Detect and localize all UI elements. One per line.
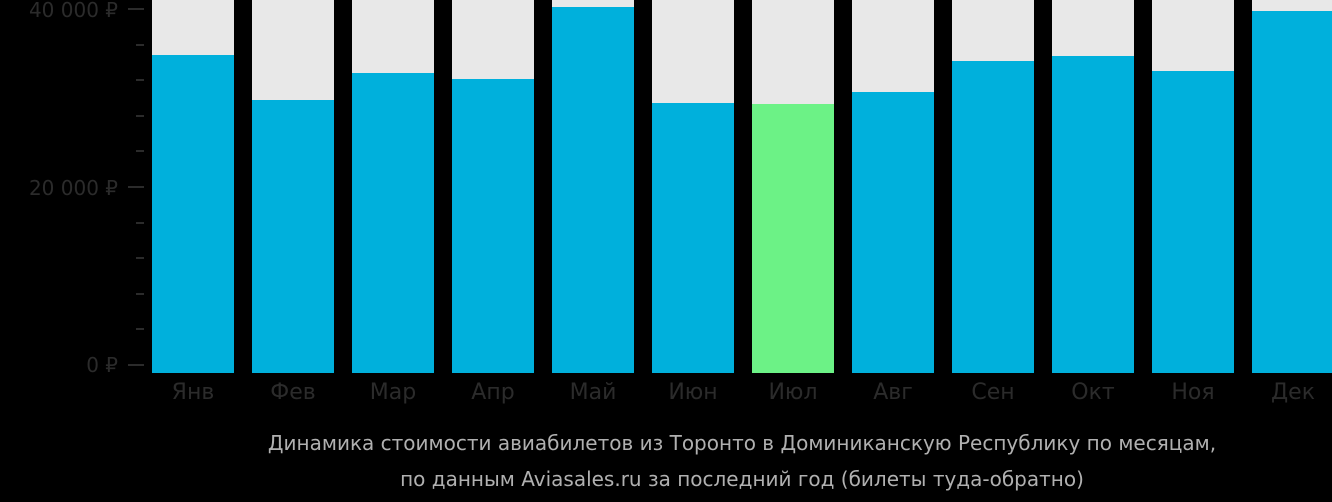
bar-Фев[interactable] <box>252 0 334 373</box>
bar-Июн[interactable] <box>652 0 734 373</box>
y-label-40000: 40 000 ₽ <box>28 0 118 22</box>
bar-Янв[interactable] <box>152 0 234 373</box>
y-tick <box>136 328 144 331</box>
bar-value-fill <box>152 55 234 373</box>
bar-value-fill <box>652 103 734 373</box>
x-label: Мар <box>369 380 417 405</box>
bar-Июл[interactable] <box>752 0 834 373</box>
bar-Мар[interactable] <box>352 0 434 373</box>
bar-value-fill <box>852 91 934 373</box>
bar-value-fill <box>1152 71 1234 373</box>
bar-Май[interactable] <box>552 0 634 373</box>
bar-Окт[interactable] <box>1052 0 1134 373</box>
x-label: Фев <box>270 380 316 405</box>
y-tick <box>128 186 144 188</box>
bar-value-fill <box>252 99 334 373</box>
x-label: Окт <box>1071 380 1115 405</box>
y-label-0: 0 ₽ <box>86 353 118 377</box>
x-label: Янв <box>171 380 215 405</box>
bar-value-fill <box>552 7 634 373</box>
bar-value-fill <box>452 79 534 373</box>
bar-Сен[interactable] <box>952 0 1034 373</box>
x-label: Авг <box>873 380 913 405</box>
bar-value-fill <box>752 104 834 373</box>
y-tick <box>128 364 144 366</box>
y-tick <box>136 292 144 295</box>
x-label: Июл <box>768 380 818 405</box>
y-tick <box>136 43 144 46</box>
x-label: Июн <box>668 380 718 405</box>
y-label-20000: 20 000 ₽ <box>28 176 118 200</box>
x-label: Сен <box>971 380 1015 405</box>
bar-value-fill <box>1252 10 1332 373</box>
bar-Дек[interactable] <box>1252 0 1332 373</box>
x-label: Дек <box>1270 380 1315 405</box>
x-label: Апр <box>471 380 515 405</box>
caption-line-1: Динамика стоимости авиабилетов из Торонт… <box>267 431 1217 455</box>
y-tick <box>136 150 144 153</box>
y-tick <box>128 8 144 10</box>
bar-Апр[interactable] <box>452 0 534 373</box>
y-tick <box>136 221 144 224</box>
y-tick <box>136 79 144 82</box>
x-label: Ноя <box>1171 380 1215 405</box>
caption-line-2: по данным Aviasales.ru за последний год … <box>400 467 1084 491</box>
y-tick <box>136 257 144 260</box>
bar-value-fill <box>1052 56 1134 373</box>
bar-Авг[interactable] <box>852 0 934 373</box>
bar-value-fill <box>952 60 1034 373</box>
bar-Ноя[interactable] <box>1152 0 1234 373</box>
bar-value-fill <box>352 73 434 373</box>
x-label: Май <box>569 380 617 405</box>
y-tick <box>136 114 144 117</box>
